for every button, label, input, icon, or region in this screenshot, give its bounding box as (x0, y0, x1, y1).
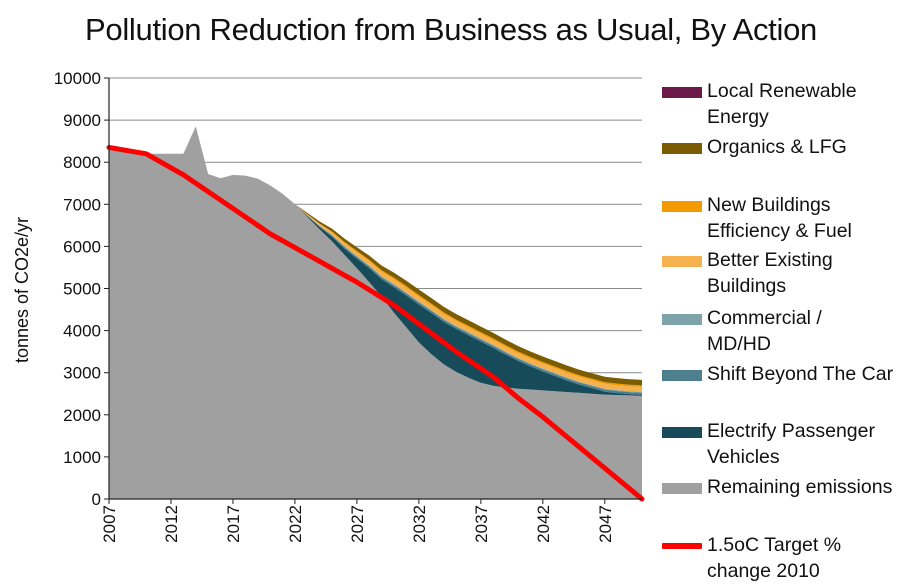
target-line-group (106, 144, 645, 502)
legend-label: Shift Beyond The Car (707, 363, 894, 385)
stacked-areas (109, 126, 642, 500)
y-tick-label: 1000 (63, 448, 101, 467)
legend-swatch (662, 314, 702, 325)
legend-label: Electrify Passenger Vehicles (707, 420, 875, 468)
y-tick-label: 0 (92, 490, 101, 509)
x-tick-label: 2027 (348, 505, 367, 543)
legend-swatch (662, 370, 702, 381)
y-tick-label: 3000 (63, 364, 101, 383)
y-tick-label: 4000 (63, 322, 101, 341)
legend-label: Remaining emissions (707, 476, 893, 498)
y-tick-labels: 0 1000 2000 3000 4000 5000 6000 7000 8000 9000 100… (54, 69, 109, 509)
legend-label: 1.5oC Target % change 2010 (707, 534, 842, 582)
legend-label: Commercial / MD/HD (707, 307, 822, 355)
chart-title: Pollution Reduction from Business as Usu… (85, 12, 817, 47)
legend-label: New Buildings Efficiency & Fuel (707, 194, 852, 242)
x-tick-label: 2042 (534, 505, 553, 543)
x-tick-label: 2032 (410, 505, 429, 543)
x-tick-label: 2037 (472, 505, 491, 543)
legend-swatch (662, 483, 702, 494)
area-remaining-emissions (109, 126, 642, 500)
legend-swatch (662, 427, 702, 438)
x-tick-labels: 2007 2012 2017 2022 2027 2032 2037 2042 2047 (100, 499, 615, 543)
legend-label: Organics & LFG (707, 136, 847, 158)
x-tick-label: 2007 (100, 505, 119, 543)
x-tick-label: 2017 (224, 505, 243, 543)
legend-swatch-line (662, 543, 702, 549)
legend-swatch (662, 256, 702, 267)
y-tick-label: 2000 (63, 406, 101, 425)
legend-label: Better Existing Buildings (707, 249, 833, 297)
legend-swatch (662, 143, 702, 154)
legend-label: Local Renewable Energy (707, 80, 857, 128)
y-tick-label: 10000 (54, 69, 101, 88)
y-axis-label: tonnes of CO2e/yr (12, 217, 32, 363)
y-tick-label: 8000 (63, 153, 101, 172)
x-tick-label: 2047 (596, 505, 615, 543)
target-line (106, 144, 645, 502)
y-tick-label: 5000 (63, 280, 101, 299)
legend-swatch (662, 87, 702, 98)
legend-swatch (662, 201, 702, 212)
x-tick-label: 2022 (286, 505, 305, 543)
y-tick-label: 7000 (63, 195, 101, 214)
y-tick-label: 6000 (63, 237, 101, 256)
x-tick-label: 2012 (162, 505, 181, 543)
y-tick-label: 9000 (63, 111, 101, 130)
